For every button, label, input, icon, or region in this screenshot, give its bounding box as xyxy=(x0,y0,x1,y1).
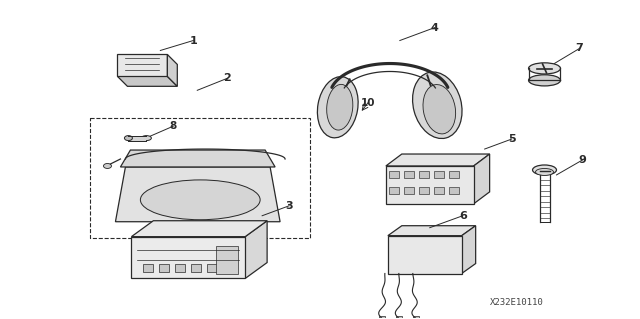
Bar xyxy=(404,187,414,194)
Bar xyxy=(159,263,170,271)
Ellipse shape xyxy=(124,136,132,141)
Text: 4: 4 xyxy=(431,23,438,33)
Ellipse shape xyxy=(378,317,386,319)
Text: 1: 1 xyxy=(189,35,197,46)
Polygon shape xyxy=(388,236,461,273)
Ellipse shape xyxy=(395,317,403,319)
Polygon shape xyxy=(118,76,177,86)
Bar xyxy=(379,316,385,319)
Bar xyxy=(434,171,444,178)
Bar xyxy=(129,136,147,141)
Bar xyxy=(419,171,429,178)
Text: 9: 9 xyxy=(579,155,586,165)
Ellipse shape xyxy=(317,77,358,138)
Polygon shape xyxy=(461,226,476,273)
Ellipse shape xyxy=(326,85,353,130)
Ellipse shape xyxy=(529,63,561,74)
Ellipse shape xyxy=(413,72,462,138)
Bar xyxy=(191,263,201,271)
Text: 6: 6 xyxy=(459,211,467,221)
Polygon shape xyxy=(474,154,490,204)
Polygon shape xyxy=(120,150,275,167)
Polygon shape xyxy=(115,167,280,222)
Polygon shape xyxy=(386,154,490,166)
Bar xyxy=(396,316,402,319)
Text: 8: 8 xyxy=(170,121,177,131)
Polygon shape xyxy=(167,55,177,86)
Ellipse shape xyxy=(104,163,111,168)
Bar xyxy=(419,187,429,194)
Ellipse shape xyxy=(141,136,152,141)
Polygon shape xyxy=(131,221,267,237)
Bar xyxy=(404,171,414,178)
Bar xyxy=(90,118,310,238)
Polygon shape xyxy=(386,166,474,204)
Text: X232E10110: X232E10110 xyxy=(490,298,543,307)
Polygon shape xyxy=(131,237,245,278)
Bar xyxy=(143,263,154,271)
Polygon shape xyxy=(118,55,167,76)
Text: 2: 2 xyxy=(223,73,231,83)
Bar xyxy=(449,171,459,178)
Ellipse shape xyxy=(529,75,561,86)
Ellipse shape xyxy=(412,317,420,319)
Text: 7: 7 xyxy=(575,43,583,54)
Bar xyxy=(175,263,186,271)
Bar xyxy=(216,246,238,273)
Bar xyxy=(389,187,399,194)
Bar xyxy=(449,187,459,194)
Bar xyxy=(207,263,217,271)
Bar xyxy=(389,171,399,178)
Ellipse shape xyxy=(140,180,260,220)
Ellipse shape xyxy=(532,165,557,175)
Polygon shape xyxy=(245,221,267,278)
Ellipse shape xyxy=(536,168,554,175)
Bar xyxy=(413,316,419,319)
Bar xyxy=(434,187,444,194)
Polygon shape xyxy=(388,226,476,236)
Text: 3: 3 xyxy=(285,201,293,211)
Ellipse shape xyxy=(423,85,456,134)
Text: 10: 10 xyxy=(361,98,375,108)
Text: 5: 5 xyxy=(508,134,515,144)
